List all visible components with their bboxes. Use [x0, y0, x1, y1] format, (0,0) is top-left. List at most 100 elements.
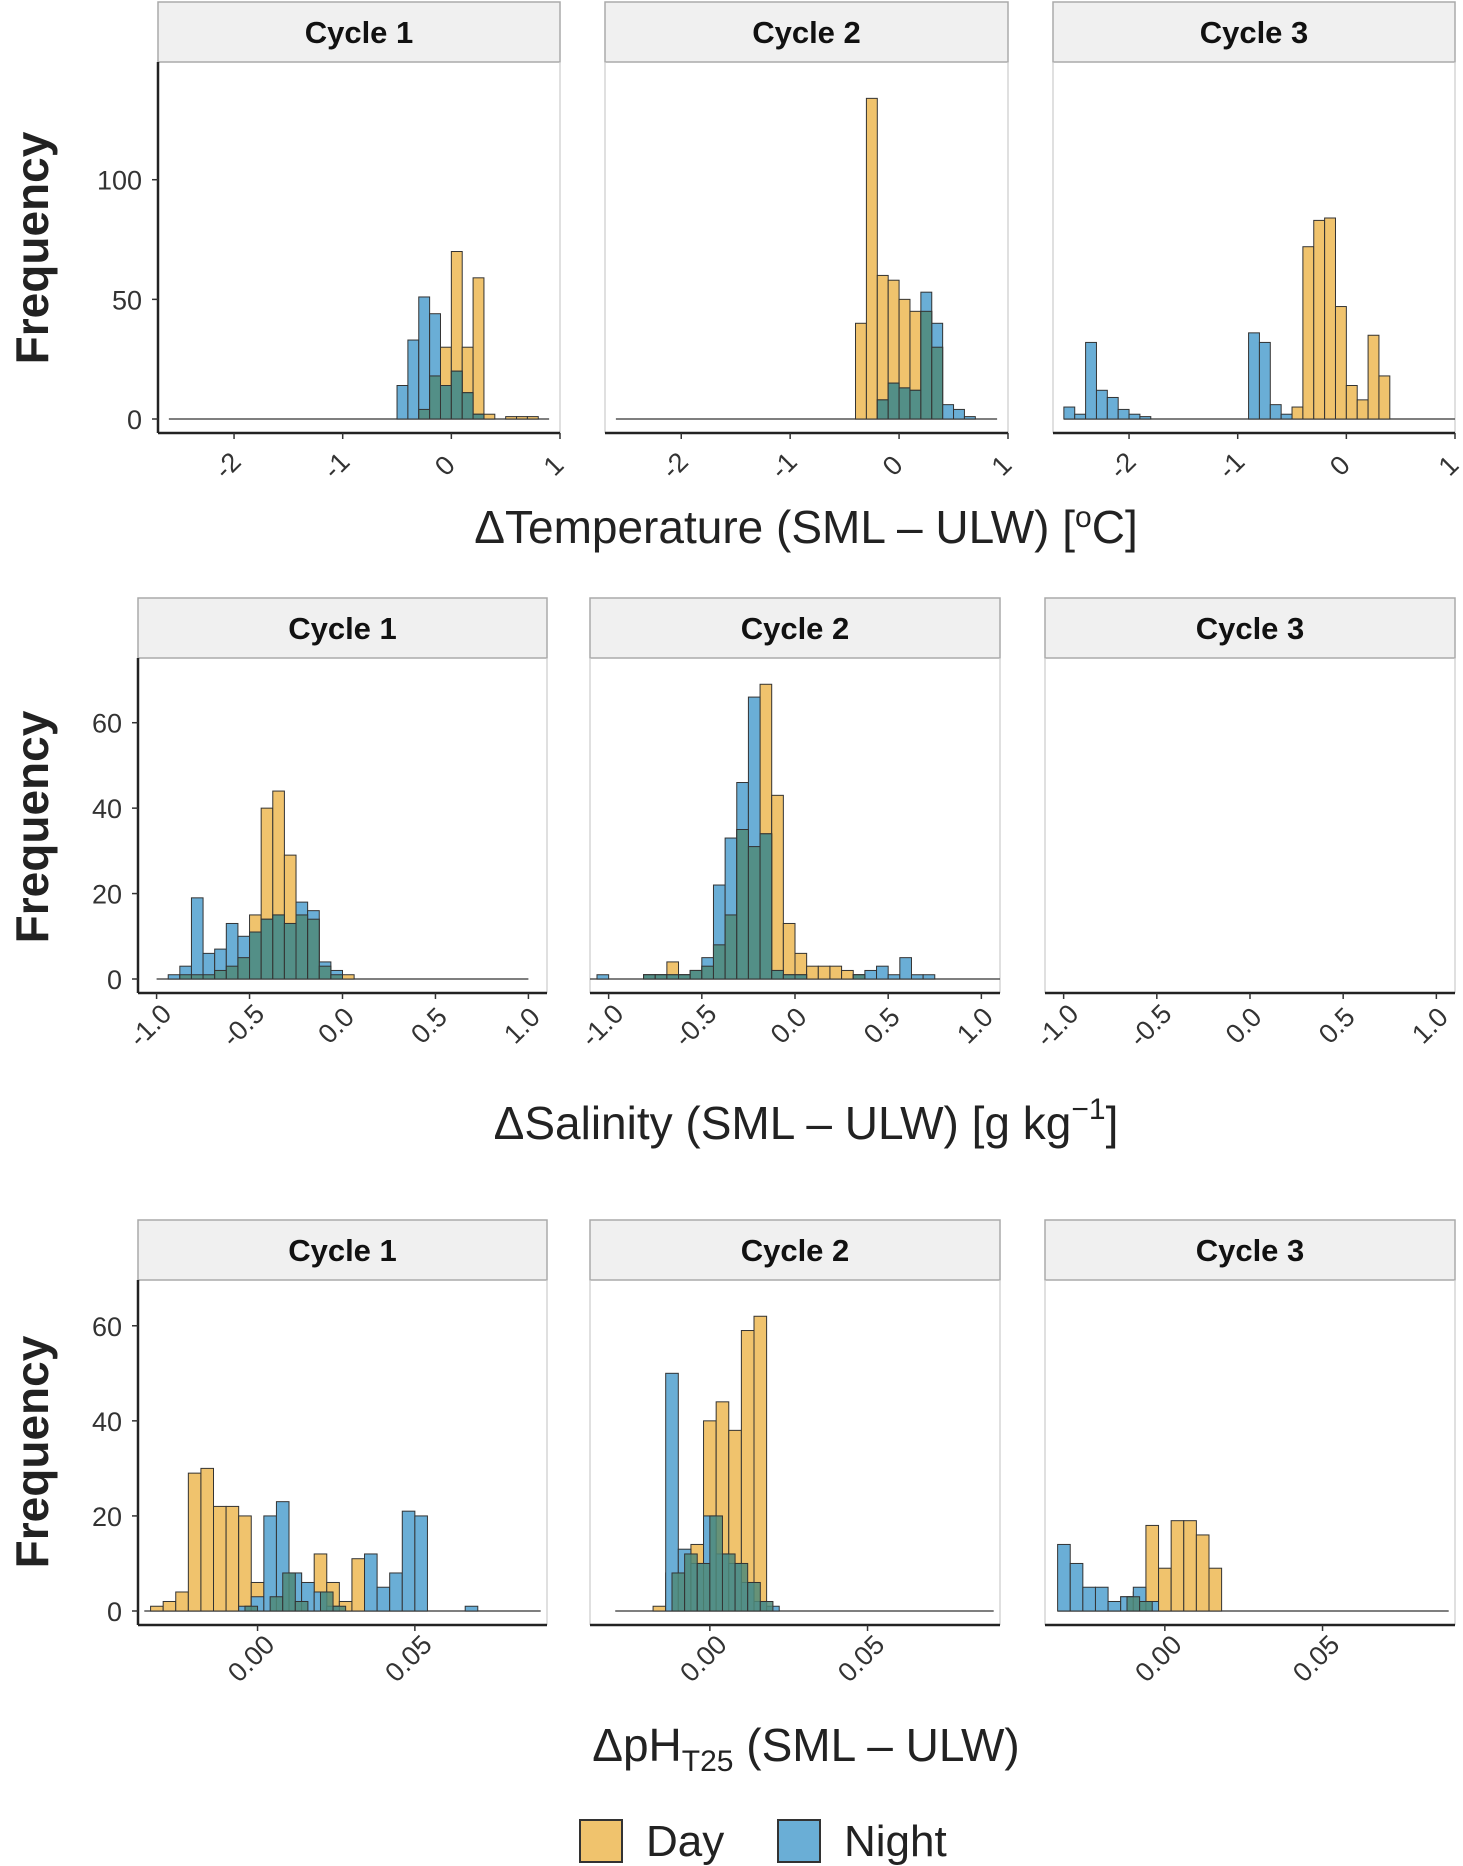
- day-bar: [829, 965, 843, 980]
- night-bar: [1107, 1600, 1122, 1612]
- overlap-bar: [712, 944, 726, 980]
- facet-title: Cycle 3: [1196, 611, 1305, 646]
- facet-strip: [1052, 1, 1456, 63]
- day-bar: [1170, 1520, 1185, 1612]
- night-bar: [1094, 1586, 1109, 1612]
- day-bar: [526, 416, 539, 420]
- y-tick-label: 20: [92, 1502, 122, 1532]
- facet-strip: [1044, 597, 1456, 659]
- x-tick-label: 1: [538, 450, 570, 482]
- night-bar: [1117, 408, 1130, 420]
- y-tick-label: 100: [97, 166, 142, 196]
- panel-1: Cycle 1 0.00 0.05: [137, 1219, 548, 1688]
- day-bar: [162, 1600, 177, 1612]
- night-bar: [396, 385, 409, 420]
- night-bar: [1085, 341, 1097, 420]
- day-bar: [753, 1315, 768, 1612]
- overlap-bar: [295, 914, 309, 980]
- day-bar: [865, 97, 878, 420]
- day-bar: [342, 974, 355, 980]
- overlap-bar: [696, 1562, 711, 1612]
- y-tick-label: 50: [112, 285, 142, 315]
- day-bar: [817, 965, 831, 980]
- overlap-bar: [282, 1572, 296, 1612]
- night-bar: [364, 1553, 378, 1612]
- overlap-bar: [724, 914, 738, 980]
- night-bar: [167, 974, 181, 980]
- x-tick-label: -0.5: [668, 999, 722, 1053]
- night-bar: [899, 957, 912, 980]
- x-axis-title-tail: (SML – ULW): [733, 1719, 1019, 1771]
- day-bar: [225, 1505, 240, 1612]
- x-tick-label: 0.0: [1220, 1002, 1268, 1050]
- overlap-bar: [283, 922, 297, 980]
- day-bar: [516, 416, 528, 420]
- overlap-bar: [747, 1581, 761, 1612]
- x-axis-title-tail: C]: [1092, 501, 1138, 553]
- x-axis-title-degree: o: [1075, 501, 1092, 534]
- x-axis-title: ΔSalinity (SML – ULW) [g kg−1]: [494, 1093, 1119, 1149]
- night-bar: [1057, 1543, 1071, 1612]
- x-tick-label: -0.5: [216, 999, 270, 1053]
- x-tick-label: 0.5: [405, 1002, 453, 1050]
- overlap-bar: [931, 346, 944, 420]
- overlap-bar: [1126, 1596, 1141, 1612]
- x-tick-label: 0.05: [379, 1629, 437, 1687]
- overlap-bar: [852, 974, 866, 980]
- x-tick-label: 0.00: [1129, 1629, 1187, 1687]
- x-tick-label: 0.00: [222, 1629, 280, 1687]
- day-bar: [1208, 1567, 1223, 1612]
- overlap-bar: [244, 1605, 259, 1612]
- overlap-bar: [701, 965, 714, 980]
- panel-3: Cycle 3 0.00 0.05: [1044, 1219, 1456, 1688]
- night-bar: [407, 339, 420, 420]
- x-tick-label: 0: [1324, 450, 1356, 482]
- night-bar: [1074, 413, 1087, 420]
- day-bar: [200, 1467, 215, 1612]
- night-bar: [414, 1515, 428, 1612]
- night-bar: [418, 296, 431, 420]
- overlap-bar: [643, 974, 656, 980]
- panel-2: Cycle 2 -1.0 -0.5 0.0 0.5 1.0: [575, 597, 1001, 1053]
- day-bar: [1334, 306, 1347, 420]
- y-tick-label: 0: [127, 405, 142, 435]
- overlap-bar: [747, 846, 761, 980]
- overlap-bar: [461, 392, 474, 420]
- y-axis-title: Frequency: [6, 131, 58, 364]
- overlap-bar: [237, 957, 251, 980]
- overlap-bar: [759, 1600, 774, 1612]
- overlap-bar: [319, 1591, 334, 1612]
- night-bar: [1269, 404, 1282, 420]
- x-tick-label: -1: [1212, 447, 1250, 485]
- night-bar: [1139, 416, 1152, 420]
- facet-title: Cycle 2: [741, 1233, 850, 1268]
- day-bar: [150, 1605, 164, 1612]
- x-tick-label: -0.5: [1123, 999, 1177, 1053]
- x-tick-label: -1.0: [575, 999, 629, 1053]
- day-bar: [1145, 1524, 1160, 1612]
- facet-title: Cycle 1: [288, 1233, 397, 1268]
- facet-title: Cycle 2: [741, 611, 850, 646]
- night-bar: [190, 897, 204, 980]
- night-bar: [963, 416, 976, 420]
- legend: Day Night: [579, 1817, 947, 1866]
- x-tick-label: 0: [429, 450, 461, 482]
- x-tick-label: 0.05: [832, 1629, 890, 1687]
- overlap-bar: [654, 974, 668, 980]
- day-bar: [1158, 1567, 1172, 1612]
- legend-day-swatch: [579, 1819, 623, 1863]
- facet-title: Cycle 1: [288, 611, 397, 646]
- overlap-bar: [330, 974, 343, 980]
- overlap-bar: [179, 974, 192, 980]
- facet-title: Cycle 1: [305, 15, 414, 50]
- chart-row-3: Cycle 1 0.00 0.05 Cycle 2 0.00 0.05 Cycle 3 0.0…: [6, 1219, 1456, 1778]
- facet-strip: [1044, 1219, 1456, 1281]
- night-bar: [942, 404, 955, 420]
- day-bar: [1183, 1520, 1197, 1612]
- overlap-bar: [689, 969, 703, 980]
- x-tick-label: -2: [209, 447, 247, 485]
- legend-day-label: Day: [646, 1817, 724, 1866]
- overlap-bar: [887, 382, 900, 420]
- overlap-bar: [898, 387, 911, 420]
